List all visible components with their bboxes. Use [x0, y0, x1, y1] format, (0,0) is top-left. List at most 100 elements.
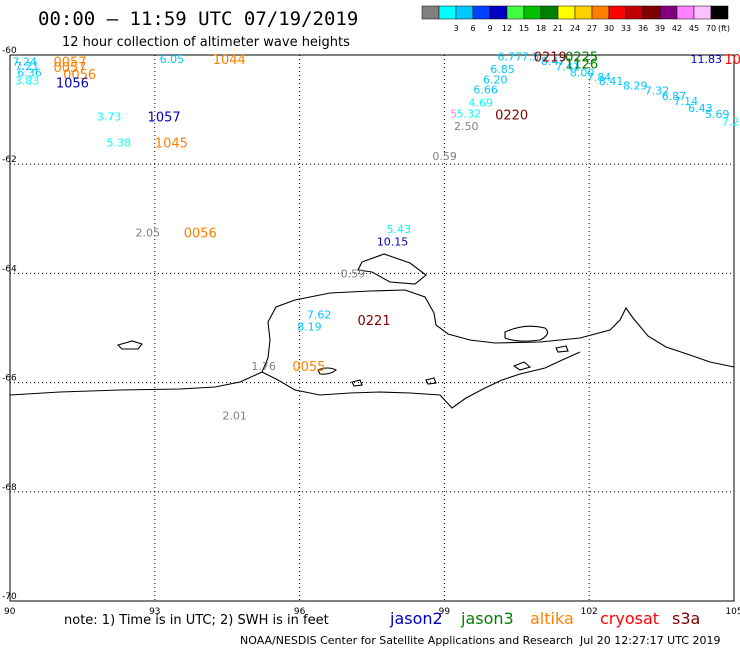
- wave-height-value: 2.05: [135, 226, 160, 239]
- pass-time-labels: 0057005700561056104410571045005600550220…: [53, 51, 740, 376]
- scale-tick-label: 33: [621, 24, 631, 33]
- antarctic-coastline: [9, 253, 735, 409]
- pass-time-value: 0055: [292, 360, 325, 375]
- wave-height-value: 0.59: [432, 150, 457, 163]
- wave-height-value: 5.32: [456, 107, 481, 120]
- wave-height-value: 5.38: [107, 136, 131, 149]
- latitude-label: -68: [2, 483, 17, 493]
- pass-time-value: 0225: [565, 51, 598, 66]
- wave-height-value: 7.84: [587, 71, 612, 84]
- wave-height-value: 2.50: [454, 120, 479, 133]
- wave-height-value: 7.41: [555, 60, 580, 73]
- wave-height-value: 8.29: [623, 80, 648, 93]
- generated-timestamp: Jul 20 12:27:17 UTC 2019: [579, 634, 720, 647]
- wave-height-value: 7.24: [12, 56, 37, 69]
- scale-swatch: [489, 5, 508, 20]
- wave-height-value: 4.69: [469, 97, 494, 110]
- satellite-altika: altika: [530, 609, 574, 628]
- wave-height-value: 7.28: [722, 116, 740, 129]
- wave-height-value: 6.87: [662, 90, 687, 103]
- wave-height-value: 6.43: [688, 102, 713, 115]
- scale-swatch: [438, 5, 457, 20]
- wave-height-value: 10.15: [377, 236, 409, 249]
- scale-tick-label: 15: [519, 24, 529, 33]
- scale-tick-label: 24: [570, 24, 580, 33]
- satellite-s3a: s3a: [672, 609, 700, 628]
- pass-time-value: 0057: [53, 61, 86, 76]
- scale-swatch: [710, 5, 729, 20]
- scale-swatch: [421, 5, 440, 20]
- pass-time-value: 1045: [155, 136, 188, 151]
- wave-height-color-scale: 3 6 9 12 15 18 21 24 27 30 33 36 39 42 45 70: [421, 5, 729, 33]
- latitude-label: -64: [2, 264, 17, 274]
- wave-height-value: 6.85: [490, 63, 514, 76]
- wave-height-value: 8.41: [599, 75, 624, 88]
- wave-height-value: 6.05: [160, 53, 185, 66]
- satellite-cryosat: cryosat: [600, 609, 659, 628]
- longitude-label: 93: [149, 607, 160, 617]
- longitude-label: 99: [439, 607, 451, 617]
- scale-tick-label: 6: [470, 24, 475, 33]
- graticule: 90 93 96 99 102 105 -60 -62 -64 -66 -68 -70: [2, 46, 740, 617]
- scale-tick-label: 30: [604, 24, 614, 33]
- wave-height-value: 5.69: [705, 108, 730, 121]
- pass-time-value: 0056: [63, 68, 96, 83]
- scale-tick-label: 18: [536, 24, 546, 33]
- latitude-label: -60: [2, 46, 17, 56]
- wave-height-value: 6.36: [17, 66, 41, 79]
- satellite-legend: jason2 jason3 altika cryosat s3a: [389, 609, 700, 628]
- wave-height-value: 3.73: [97, 111, 122, 124]
- longitude-label: 90: [4, 607, 16, 617]
- pass-time-value: 1057: [148, 111, 181, 126]
- scale-swatch: [574, 5, 593, 20]
- pass-time-value: 0219: [534, 51, 567, 66]
- longitude-label: 102: [581, 607, 598, 617]
- scale-swatch: [557, 5, 576, 20]
- scale-tick-label: 21: [553, 24, 563, 33]
- satellite-jason3: jason3: [460, 609, 514, 628]
- pass-time-value: 1044: [213, 53, 246, 68]
- scale-tick-label: 42: [672, 24, 682, 33]
- pass-time-value: 0057: [53, 56, 86, 71]
- scale-swatch: [540, 5, 559, 20]
- latitude-label: -70: [2, 592, 17, 602]
- pass-time-value: 1056: [56, 76, 89, 91]
- pass-time-value: 0221: [358, 314, 391, 329]
- scale-tick-label: 3: [453, 24, 458, 33]
- wave-height-value: 7.32: [645, 84, 670, 97]
- scale-swatch: [608, 5, 627, 20]
- pass-time-value: 1126: [565, 58, 598, 73]
- satellite-jason2: jason2: [389, 609, 443, 628]
- scale-swatch: [642, 5, 661, 20]
- wave-height-value: 3.83: [15, 75, 40, 88]
- longitude-label: 96: [294, 607, 306, 617]
- wave-height-value: 0.59: [341, 267, 366, 280]
- wave-height-value: 5.43: [386, 223, 411, 236]
- wave-height-value: 7.21: [15, 60, 40, 73]
- footer-note: note: 1) Time is in UTC; 2) SWH is in fe…: [64, 613, 329, 628]
- map-subtitle: 12 hour collection of altimeter wave hei…: [62, 35, 350, 50]
- pass-time-value: 0220: [495, 109, 528, 124]
- scale-swatch: [659, 5, 678, 20]
- wave-height-value: 11.83: [691, 53, 723, 66]
- scale-tick-label: 45: [689, 24, 699, 33]
- scale-tick-label: 12: [502, 24, 512, 33]
- scale-swatch: [693, 5, 712, 20]
- scale-swatch: [506, 5, 525, 20]
- longitude-label: 105: [725, 607, 740, 617]
- wave-height-value: 6.20: [483, 74, 508, 87]
- wave-height-value: 6.77: [497, 51, 522, 64]
- scale-swatch: [455, 5, 474, 20]
- scale-tick-label: 9: [487, 24, 492, 33]
- pass-time-value: 0056: [184, 226, 217, 241]
- wave-height-value: 6.66: [473, 83, 498, 96]
- wave-height-value: 7.14: [674, 95, 699, 108]
- wave-height-value: 2.01: [222, 409, 247, 422]
- pass-time-value: 1052: [724, 53, 740, 68]
- scale-swatch: [676, 5, 695, 20]
- map-frame: [9, 54, 735, 602]
- scale-unit: (ft): [718, 24, 730, 33]
- wave-height-value: 7.62: [307, 308, 332, 321]
- latitude-label: -66: [2, 374, 17, 384]
